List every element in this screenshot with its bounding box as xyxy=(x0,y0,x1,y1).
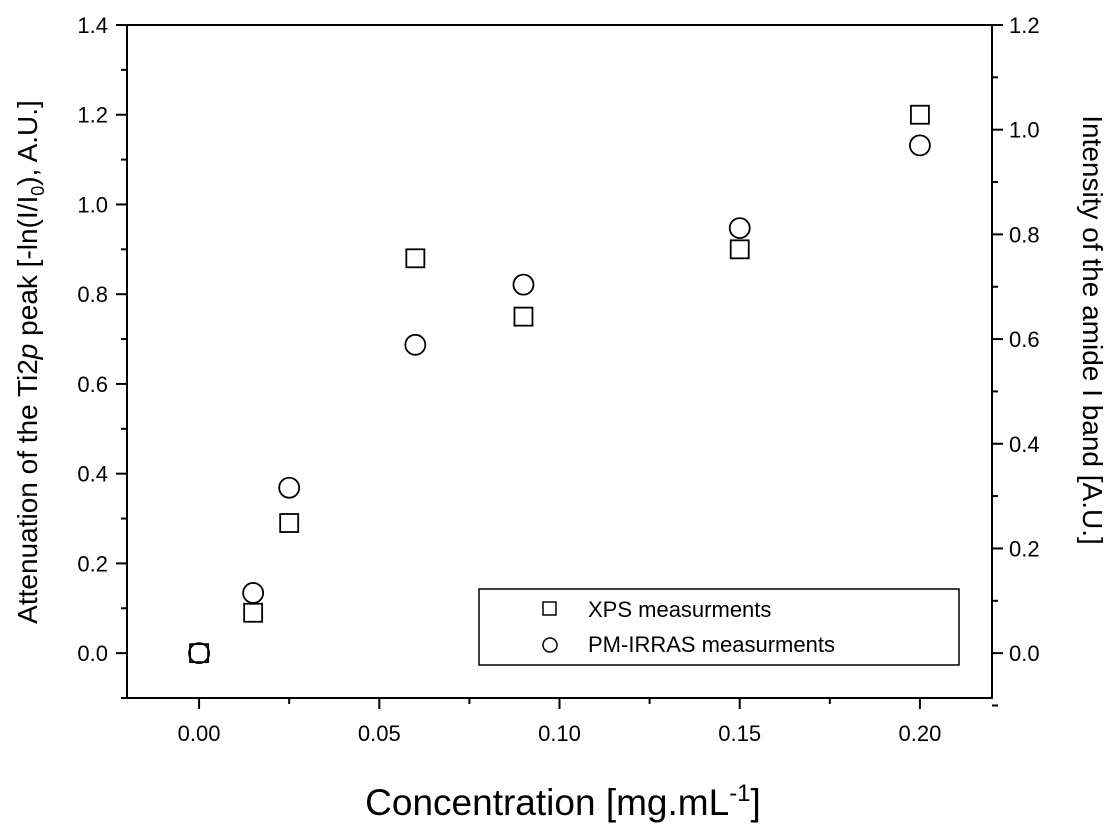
x-axis-title: Concentration [mg.mL-1] xyxy=(365,780,761,823)
pm-irras-point xyxy=(728,217,751,239)
x-axis-title-sup: -1 xyxy=(729,780,750,807)
x-tick-label: 0.20 xyxy=(899,721,942,746)
y-right-tick-label: 1.0 xyxy=(1009,118,1040,143)
y-axis-left-title-sub: 0 xyxy=(28,186,48,196)
y-right-tick-label: 0.2 xyxy=(1009,536,1040,561)
legend-box xyxy=(478,588,960,666)
legend: XPS measurments PM-IRRAS measurments xyxy=(478,588,960,666)
pm-irras-point xyxy=(909,134,931,157)
legend-marker-circle xyxy=(542,637,558,653)
xps-point xyxy=(189,643,209,664)
plot-frame xyxy=(126,24,993,699)
x-tick-label: 0.05 xyxy=(358,721,401,746)
y-axis-right-title: Intensity of the amide I band [A.U.] xyxy=(1077,115,1108,545)
y-right-tick-label: 1.2 xyxy=(1009,13,1040,38)
xps-point xyxy=(279,513,300,533)
y-left-tick-label: 0.4 xyxy=(77,462,108,487)
y-left-tick-label: 0.8 xyxy=(77,282,108,307)
y-axis-left-title: Attenuation of the Ti2p peak [-ln(I/I0),… xyxy=(12,100,48,624)
xps-point xyxy=(405,248,426,269)
x-tick-label: 0.10 xyxy=(538,721,581,746)
xps-point xyxy=(910,104,930,125)
y-left-tick-label: 1.0 xyxy=(77,192,108,217)
xps-point xyxy=(729,239,750,260)
points-layer xyxy=(188,104,931,665)
pm-irras-point xyxy=(188,642,210,665)
legend-label-pm-irras: PM-IRRAS measurments xyxy=(588,632,835,657)
y-right-tick-label: 0.6 xyxy=(1009,327,1040,352)
pm-irras-point xyxy=(404,333,427,356)
y-left-tick-label: 1.4 xyxy=(77,13,108,38)
x-tick-label: 0.00 xyxy=(178,721,221,746)
y-left-tick-label: 0.6 xyxy=(77,372,108,397)
y-right-tick-label: 0.0 xyxy=(1009,641,1040,666)
xps-point xyxy=(243,602,264,623)
x-tick-label: 0.15 xyxy=(718,721,761,746)
pm-irras-point xyxy=(242,582,265,604)
y-right-tick-label: 0.8 xyxy=(1009,222,1040,247)
y-left-tick-label: 0.0 xyxy=(77,641,108,666)
y-left-tick-label: 0.2 xyxy=(77,551,108,576)
xps-point xyxy=(513,306,534,327)
pm-irras-point xyxy=(278,476,301,499)
ticks-layer: 0.00 0.05 0.10 0.15 0.20 0.0 0.2 0.4 0.6 0.8 1.0 1.… xyxy=(77,13,1039,746)
pm-irras-point xyxy=(512,273,535,296)
legend-marker-square xyxy=(542,601,557,616)
y-right-tick-label: 0.4 xyxy=(1009,432,1040,457)
legend-label-xps: XPS measurments xyxy=(588,597,771,622)
y-left-tick-label: 1.2 xyxy=(77,103,108,128)
